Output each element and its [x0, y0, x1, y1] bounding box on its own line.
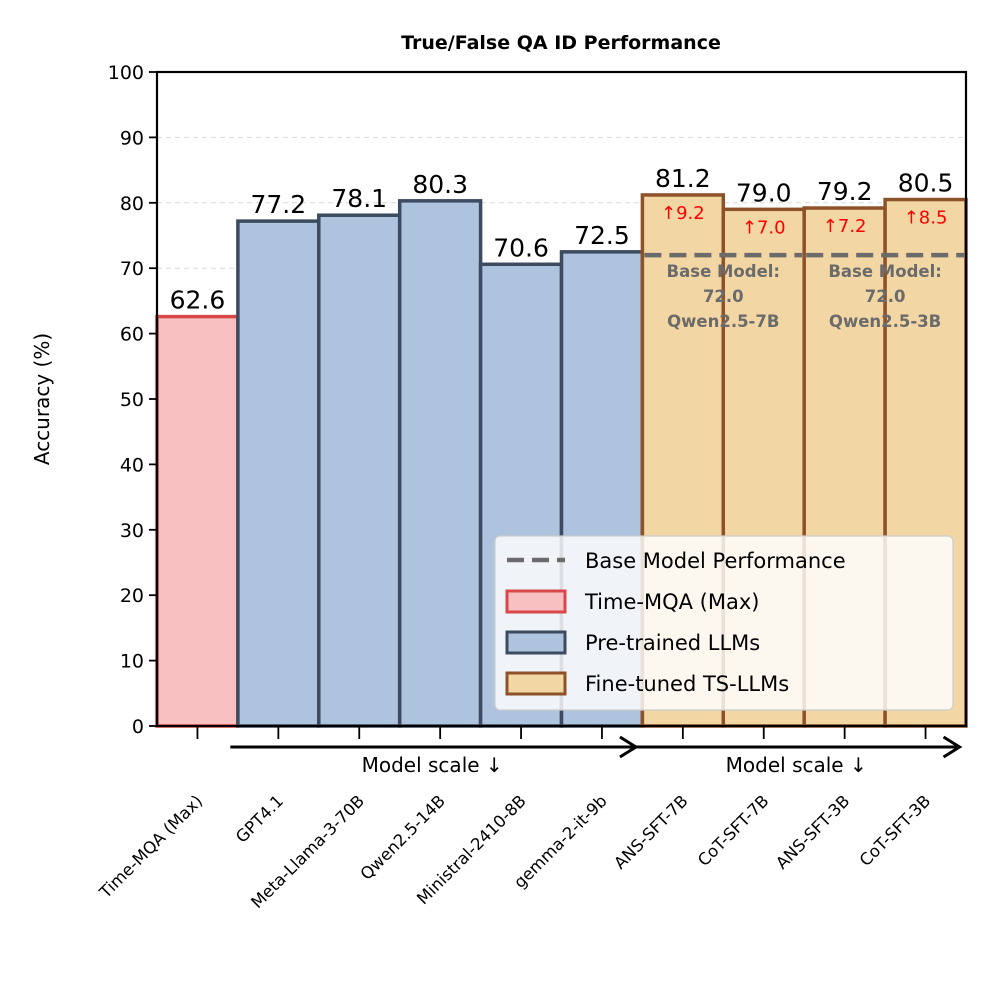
y-tick-label: 100 — [108, 62, 144, 84]
legend: Base Model Performance Time-MQA (Max) Pre-… — [494, 535, 954, 711]
legend-label: Time-MQA (Max) — [584, 590, 759, 614]
x-tick-label: CoT-SFT-3B — [856, 791, 935, 870]
x-tick-label: Qwen2.5-14B — [357, 791, 449, 883]
x-tick-label: ANS-SFT-7B — [610, 791, 691, 872]
legend-swatch — [505, 671, 567, 696]
bar — [236, 219, 321, 728]
y-axis-label: Accuracy (%) — [30, 333, 54, 465]
chart-title: True/False QA ID Performance — [401, 32, 721, 54]
x-tick-label: CoT-SFT-7B — [694, 791, 773, 870]
y-tick-label: 10 — [120, 651, 144, 673]
bar-value-label: 70.6 — [493, 233, 549, 262]
bar-value-label: 79.0 — [736, 178, 792, 207]
legend-label: Base Model Performance — [585, 549, 846, 573]
x-tick-label: ANS-SFT-3B — [772, 791, 853, 872]
base-model-lines: Base Model: 72.0 Qwen2.5-7B Base Model: 72.0… — [644, 252, 964, 331]
bar — [397, 199, 483, 728]
bar-value-label: 77.2 — [251, 190, 307, 219]
bar-value-label: 72.5 — [574, 221, 630, 250]
legend-swatch — [505, 630, 567, 655]
y-tick-label: 20 — [120, 585, 144, 607]
y-tick-label: 40 — [120, 454, 144, 476]
legend-label: Fine-tuned TS-LLMs — [585, 672, 789, 696]
y-tick-label: 50 — [120, 389, 144, 411]
bar-value-label: 81.2 — [655, 164, 711, 193]
bar — [317, 213, 402, 728]
bar — [155, 314, 240, 728]
base-model-annotation: 72.0 — [703, 287, 744, 306]
y-tick-label: 60 — [120, 324, 144, 346]
x-tick-label: GPT4.1 — [232, 791, 287, 846]
improvement-label: ↑9.2 — [661, 203, 705, 224]
y-tick-label: 30 — [120, 520, 144, 542]
bar-value-label: 78.1 — [331, 184, 387, 213]
improvement-label: ↑7.0 — [742, 217, 786, 238]
y-tick-label: 80 — [120, 193, 144, 215]
base-model-annotation: Qwen2.5-7B — [667, 312, 779, 331]
legend-swatch — [505, 589, 567, 614]
base-model-annotation: 72.0 — [865, 287, 906, 306]
bar-value-label: 79.2 — [817, 177, 873, 206]
y-tick-label: 0 — [132, 716, 144, 738]
y-tick-label: 90 — [120, 127, 144, 149]
scale-arrow-label: Model scale ↓ — [726, 753, 867, 777]
scale-arrow-head — [942, 735, 963, 759]
scale-arrow-label: Model scale ↓ — [362, 753, 503, 777]
bar-value-label: 80.3 — [412, 170, 468, 199]
legend-label: Pre-trained LLMs — [585, 631, 760, 655]
y-tick-label: 70 — [120, 258, 144, 280]
value-labels: 62.6 77.2 78.1 80.3 70.6 72.5 81.2 79.0 79.2 80.5… — [170, 164, 954, 315]
bar-value-label: 62.6 — [170, 286, 226, 315]
bar-value-label: 80.5 — [898, 169, 954, 198]
base-model-annotation: Base Model: — [667, 262, 780, 281]
base-model-annotation: Base Model: — [828, 262, 941, 281]
legend-box — [494, 535, 954, 711]
improvement-label: ↑8.5 — [904, 208, 948, 229]
improvement-label: ↑7.2 — [823, 216, 867, 237]
base-model-annotation: Qwen2.5-3B — [829, 312, 941, 331]
x-tick-label: Time-MQA (Max) — [95, 791, 206, 902]
